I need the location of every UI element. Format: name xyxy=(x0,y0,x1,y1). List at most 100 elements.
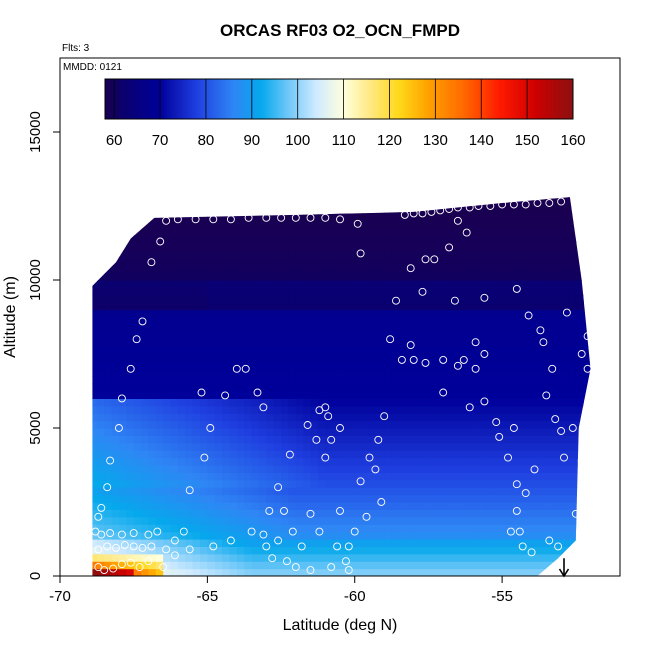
heatmap-cell xyxy=(561,524,570,533)
heatmap-cell xyxy=(561,228,570,237)
colorbar-segment xyxy=(361,79,365,119)
colorbar-segment xyxy=(178,79,182,119)
heatmap-cell xyxy=(288,398,297,407)
heatmap-cell xyxy=(251,420,260,429)
heatmap-cell xyxy=(472,450,481,459)
heatmap-cell xyxy=(480,339,488,348)
heatmap-cell xyxy=(406,494,415,503)
heatmap-cell xyxy=(222,428,231,436)
heatmap-cell xyxy=(354,539,363,547)
heatmap-cell xyxy=(369,220,378,229)
heatmap-cell xyxy=(258,339,267,348)
heatmap-cell xyxy=(340,465,348,473)
heatmap-cell xyxy=(480,509,488,518)
heatmap-cell xyxy=(310,479,319,488)
heatmap-cell xyxy=(118,250,127,259)
heatmap-cell xyxy=(487,265,496,274)
heatmap-cell xyxy=(575,324,584,333)
heatmap-cell xyxy=(111,294,120,303)
heatmap-cell xyxy=(509,324,518,333)
heatmap-cell xyxy=(413,531,422,540)
heatmap-cell xyxy=(229,509,238,518)
heatmap-cell xyxy=(398,413,407,422)
heatmap-cell xyxy=(332,487,341,496)
heatmap-cell xyxy=(258,553,267,562)
heatmap-cell xyxy=(170,220,179,229)
colorbar-segment xyxy=(105,79,108,119)
heatmap-cell xyxy=(568,539,577,547)
heatmap-cell xyxy=(502,376,511,385)
heatmap-cell xyxy=(509,206,518,214)
heatmap-cell xyxy=(229,287,238,296)
heatmap-cell xyxy=(266,280,275,288)
observation-point xyxy=(450,296,459,305)
heatmap-cell xyxy=(369,457,378,466)
heatmap-cell xyxy=(509,376,518,385)
heatmap-cell xyxy=(509,354,518,362)
observation-point xyxy=(409,355,418,364)
heatmap-cell xyxy=(295,272,304,281)
heatmap-cell xyxy=(126,331,135,340)
heatmap-cell xyxy=(236,324,245,333)
heatmap-cell xyxy=(457,457,466,466)
heatmap-cell xyxy=(133,487,142,496)
heatmap-cell xyxy=(494,391,503,399)
heatmap-cell xyxy=(398,228,407,237)
heatmap-cell xyxy=(384,428,393,436)
heatmap-cell xyxy=(561,331,570,340)
heatmap-cell xyxy=(457,309,466,318)
heatmap-cell xyxy=(347,398,356,407)
heatmap-cell xyxy=(472,376,481,385)
heatmap-cell xyxy=(111,502,120,510)
heatmap-cell xyxy=(281,457,290,466)
heatmap-cell xyxy=(538,317,547,325)
heatmap-cell xyxy=(96,524,105,533)
heatmap-cell xyxy=(222,294,231,303)
heatmap-cell xyxy=(406,516,415,525)
heatmap-cell xyxy=(369,568,378,576)
heatmap-cell xyxy=(111,531,120,540)
heatmap-cell xyxy=(281,257,290,266)
heatmap-cell xyxy=(185,531,194,540)
heatmap-cell xyxy=(347,339,356,348)
heatmap-cell xyxy=(177,250,186,259)
heatmap-cell xyxy=(376,220,385,229)
heatmap-cell xyxy=(413,220,422,229)
heatmap-cell xyxy=(406,243,415,251)
heatmap-cell xyxy=(413,509,422,518)
heatmap-cell xyxy=(155,553,164,562)
heatmap-cell xyxy=(200,339,208,348)
heatmap-cell xyxy=(546,213,555,222)
heatmap-cell xyxy=(281,472,290,481)
heatmap-cell xyxy=(362,398,371,407)
heatmap-cell xyxy=(214,317,223,325)
heatmap-cell xyxy=(531,198,540,207)
heatmap-cell xyxy=(524,302,533,311)
heatmap-cell xyxy=(553,524,562,533)
heatmap-cell xyxy=(96,317,105,325)
heatmap-cell xyxy=(92,405,98,414)
heatmap-cell xyxy=(126,494,135,503)
heatmap-cell xyxy=(413,428,422,436)
heatmap-cell xyxy=(325,546,334,555)
heatmap-cell xyxy=(450,420,459,429)
heatmap-cell xyxy=(553,287,562,296)
heatmap-cell xyxy=(118,479,127,488)
observation-point xyxy=(280,506,288,515)
heatmap-cell xyxy=(295,287,304,296)
heatmap-cell xyxy=(214,494,223,503)
heatmap-cell xyxy=(295,457,304,466)
heatmap-cell xyxy=(325,294,334,303)
heatmap-cell xyxy=(303,479,312,488)
heatmap-cell xyxy=(177,354,186,362)
heatmap-cell xyxy=(531,235,540,244)
heatmap-cell xyxy=(133,479,142,488)
heatmap-cell xyxy=(406,383,415,392)
heatmap-cell xyxy=(141,346,150,355)
heatmap-cell xyxy=(126,294,135,303)
heatmap-cell xyxy=(192,442,201,451)
observation-point xyxy=(206,424,215,432)
heatmap-cell xyxy=(170,494,179,503)
y-tick-label: 15000 xyxy=(27,111,44,153)
heatmap-cell xyxy=(244,479,253,488)
